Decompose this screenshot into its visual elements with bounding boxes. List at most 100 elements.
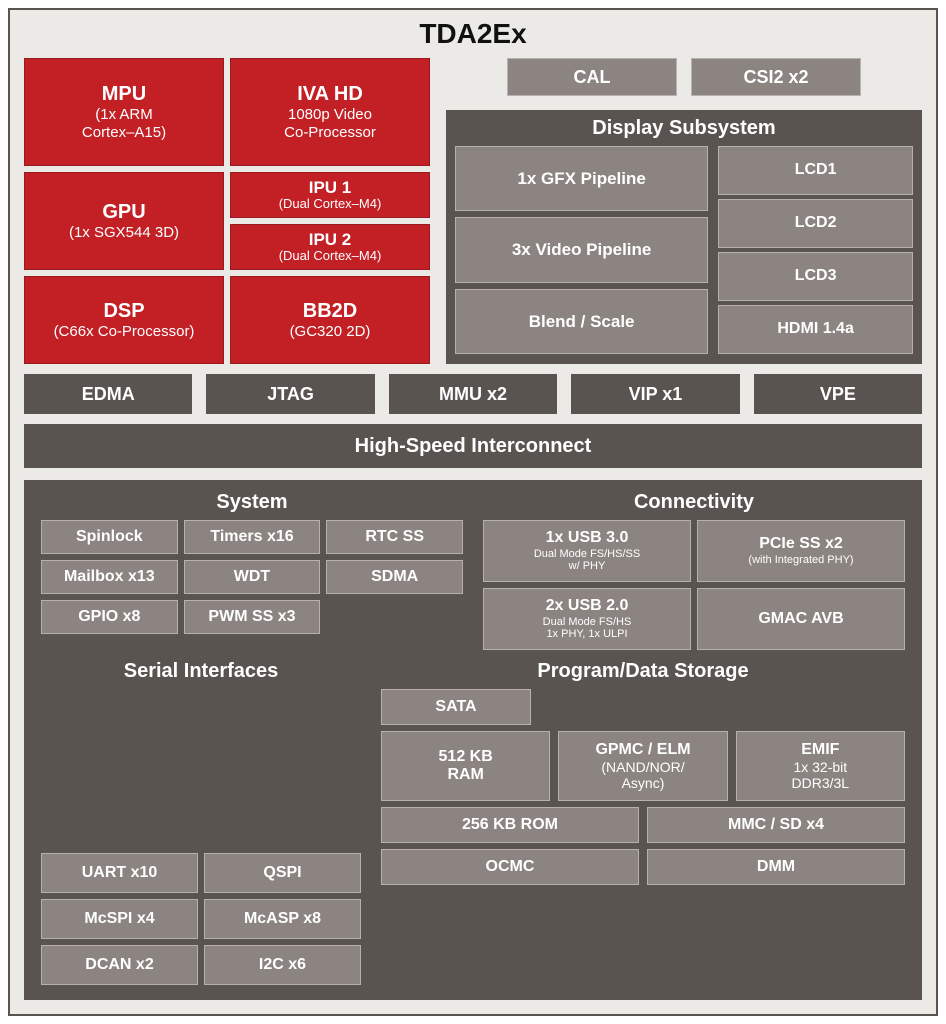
block-vip: VIP x1 [571, 374, 739, 414]
block-mmu: MMU x2 [389, 374, 557, 414]
panel-title: Display Subsystem [455, 117, 913, 140]
block-title: PCIe SS x2 [759, 535, 843, 553]
core-title: DSP [103, 300, 144, 323]
block-ocmc: OCMC [381, 849, 639, 885]
core-title: IPU 1 [309, 178, 352, 198]
core-iva: IVA HD 1080p Video Co-Processor [230, 58, 430, 166]
core-title: BB2D [303, 300, 357, 323]
chip-frame: TDA2Ex MPU (1x ARM Cortex–A15) IVA HD 10… [8, 8, 938, 1016]
chip-title: TDA2Ex [24, 18, 922, 50]
block-spinlock: Spinlock [41, 520, 178, 554]
block-vpe: VPE [754, 374, 922, 414]
block-sata: SATA [381, 689, 531, 725]
core-sub: (C66x Co-Processor) [54, 323, 195, 340]
block-dmm: DMM [647, 849, 905, 885]
block-sub: (with Integrated PHY) [748, 554, 853, 567]
storage-row-2: 256 KB ROM MMC / SD x4 [381, 807, 905, 843]
block-wdt: WDT [184, 560, 321, 594]
block-pwm: PWM SS x3 [184, 600, 321, 634]
block-mailbox: Mailbox x13 [41, 560, 178, 594]
block-sub: Async) [622, 775, 665, 791]
core-sub: (1x ARM [95, 106, 153, 123]
display-right-col: LCD1 LCD2 LCD3 HDMI 1.4a [718, 146, 913, 354]
core-sub: (Dual Cortex–M4) [279, 249, 382, 264]
serial-section: Serial Interfaces UART x10 QSPI McSPI x4… [41, 660, 361, 985]
bottom-row-2: Serial Interfaces UART x10 QSPI McSPI x4… [33, 660, 913, 991]
block-qspi: QSPI [204, 853, 361, 893]
block-gfx-pipeline: 1x GFX Pipeline [455, 146, 708, 211]
core-sub: (GC320 2D) [290, 323, 371, 340]
core-sub: Cortex–A15) [82, 124, 166, 141]
storage-section: Program/Data Storage SATA 512 KB RAM GPM… [381, 660, 905, 985]
block-cal: CAL [507, 58, 677, 96]
block-blend-scale: Blend / Scale [455, 289, 708, 354]
block-timers: Timers x16 [184, 520, 321, 554]
block-title: 512 KB [439, 748, 493, 766]
block-title: GPMC / ELM [595, 741, 690, 759]
core-dsp: DSP (C66x Co-Processor) [24, 276, 224, 364]
block-sub: 1x PHY, 1x ULPI [546, 628, 627, 641]
section-title: Program/Data Storage [381, 660, 905, 683]
block-title: GMAC AVB [758, 610, 843, 628]
core-title: IVA HD [297, 83, 363, 106]
core-sub: 1080p Video [288, 106, 372, 123]
core-sub: Co-Processor [284, 124, 376, 141]
display-body: 1x GFX Pipeline 3x Video Pipeline Blend … [455, 146, 913, 354]
storage-row-3: OCMC DMM [381, 849, 905, 885]
interconnect-bar: High-Speed Interconnect [24, 424, 922, 468]
block-hdmi: HDMI 1.4a [718, 305, 913, 354]
connectivity-grid: 1x USB 3.0 Dual Mode FS/HS/SS w/ PHY PCI… [483, 520, 905, 650]
block-sub: w/ PHY [569, 560, 606, 573]
block-sub: (NAND/NOR/ [601, 759, 684, 775]
block-lcd3: LCD3 [718, 252, 913, 301]
block-uart: UART x10 [41, 853, 198, 893]
block-mcasp: McASP x8 [204, 899, 361, 939]
block-i2c: I2C x6 [204, 945, 361, 985]
block-usb2: 2x USB 2.0 Dual Mode FS/HS 1x PHY, 1x UL… [483, 588, 691, 650]
system-section: System Spinlock Timers x16 RTC SS Mailbo… [41, 491, 463, 650]
block-lcd1: LCD1 [718, 146, 913, 195]
connectivity-section: Connectivity 1x USB 3.0 Dual Mode FS/HS/… [483, 491, 905, 650]
block-sub: DDR3/3L [792, 775, 850, 791]
bottom-row-1: System Spinlock Timers x16 RTC SS Mailbo… [33, 487, 913, 660]
core-ipu2: IPU 2 (Dual Cortex–M4) [230, 224, 430, 270]
core-bb2d: BB2D (GC320 2D) [230, 276, 430, 364]
top-area: MPU (1x ARM Cortex–A15) IVA HD 1080p Vid… [24, 58, 922, 364]
mid-strip: EDMA JTAG MMU x2 VIP x1 VPE [24, 374, 922, 414]
system-grid: Spinlock Timers x16 RTC SS Mailbox x13 W… [41, 520, 463, 634]
core-sub: (Dual Cortex–M4) [279, 197, 382, 212]
section-title: Serial Interfaces [41, 660, 361, 683]
display-subsystem: Display Subsystem 1x GFX Pipeline 3x Vid… [446, 110, 922, 364]
block-mcspi: McSPI x4 [41, 899, 198, 939]
core-title: GPU [102, 201, 145, 224]
block-gpmc: GPMC / ELM (NAND/NOR/ Async) [558, 731, 727, 801]
block-title: 1x USB 3.0 [546, 529, 629, 547]
cores-grid: MPU (1x ARM Cortex–A15) IVA HD 1080p Vid… [24, 58, 430, 364]
block-csi2: CSI2 x2 [691, 58, 861, 96]
block-dcan: DCAN x2 [41, 945, 198, 985]
core-title: MPU [102, 83, 146, 106]
block-video-pipeline: 3x Video Pipeline [455, 217, 708, 282]
serial-grid: UART x10 QSPI McSPI x4 McASP x8 DCAN x2 … [41, 853, 361, 985]
top-right: CAL CSI2 x2 Display Subsystem 1x GFX Pip… [446, 58, 922, 364]
bottom-panel: System Spinlock Timers x16 RTC SS Mailbo… [24, 480, 922, 1000]
block-title: 2x USB 2.0 [546, 597, 629, 615]
block-ram: 512 KB RAM [381, 731, 550, 801]
block-edma: EDMA [24, 374, 192, 414]
block-gpio: GPIO x8 [41, 600, 178, 634]
block-sub: Dual Mode FS/HS/SS [534, 548, 640, 561]
section-title: Connectivity [483, 491, 905, 514]
block-title: EMIF [801, 741, 839, 759]
storage-row-1: 512 KB RAM GPMC / ELM (NAND/NOR/ Async) … [381, 731, 905, 801]
core-title: IPU 2 [309, 230, 352, 250]
section-title: System [41, 491, 463, 514]
block-sub: Dual Mode FS/HS [543, 616, 632, 629]
display-left-col: 1x GFX Pipeline 3x Video Pipeline Blend … [455, 146, 708, 354]
block-lcd2: LCD2 [718, 199, 913, 248]
block-rom: 256 KB ROM [381, 807, 639, 843]
block-mmc: MMC / SD x4 [647, 807, 905, 843]
block-sdma: SDMA [326, 560, 463, 594]
cal-row: CAL CSI2 x2 [446, 58, 922, 96]
block-pcie: PCIe SS x2 (with Integrated PHY) [697, 520, 905, 582]
core-mpu: MPU (1x ARM Cortex–A15) [24, 58, 224, 166]
